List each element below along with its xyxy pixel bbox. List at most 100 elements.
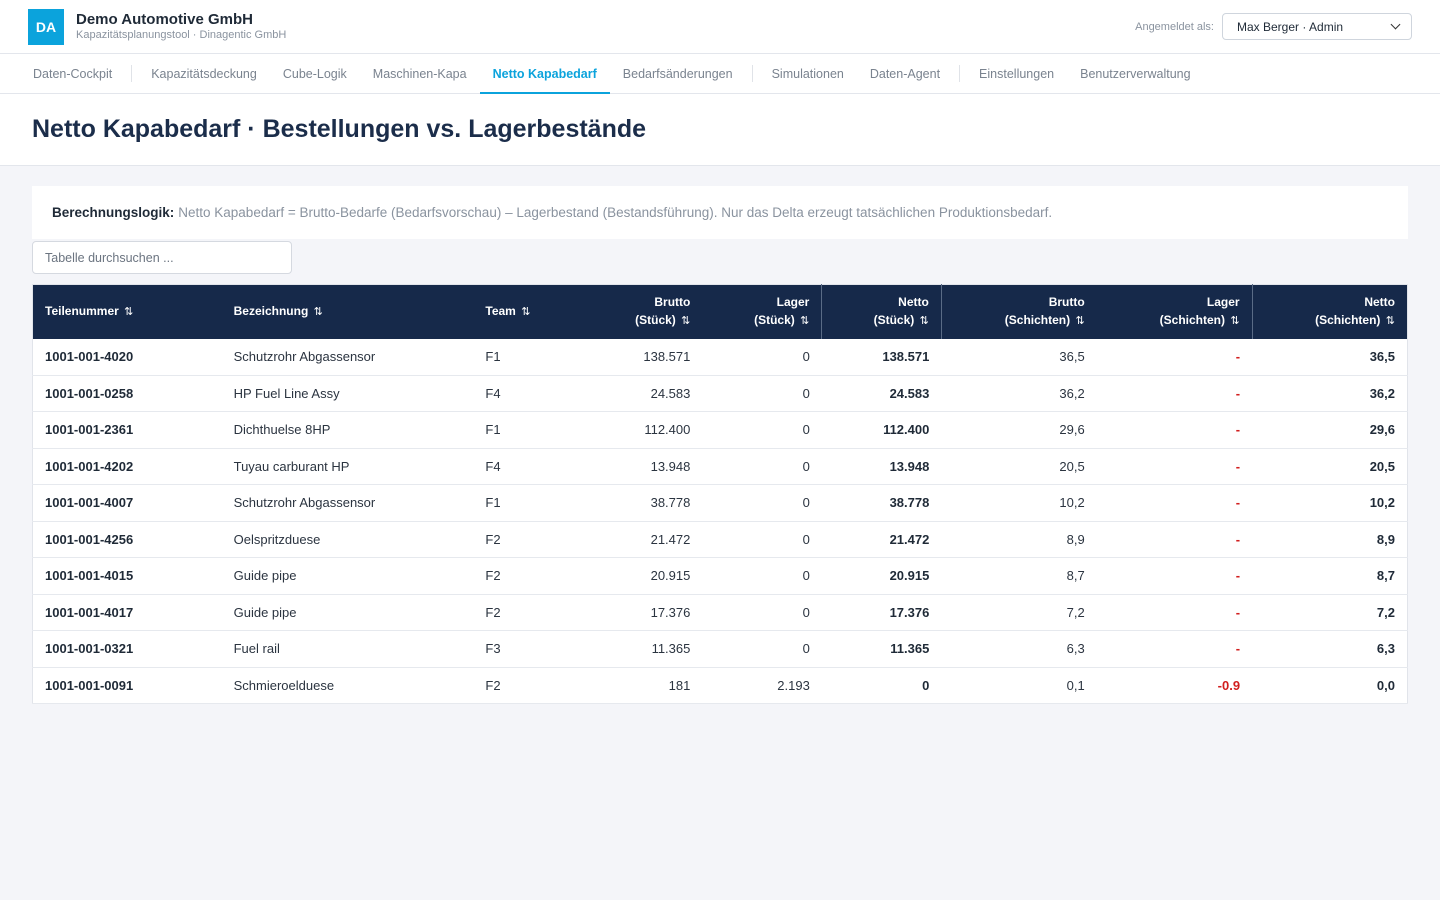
brand: Demo Automotive GmbH Kapazitätsplanungst…	[76, 11, 286, 42]
cell-description: Tuyau carburant HP	[233, 458, 350, 474]
table-row: 1001-001-4202 Tuyau carburant HP F4 13.9…	[32, 448, 1408, 485]
nav-cube-logik[interactable]: Cube-Logik	[282, 66, 347, 81]
cell-brutto-schichten: 29,6	[1059, 422, 1085, 438]
cell-description: Fuel rail	[233, 641, 280, 657]
cell-brutto-stueck: 138.571	[643, 349, 691, 364]
nav-einstellungen[interactable]: Einstellungen	[979, 66, 1055, 81]
cell-lager-schichten: -	[1235, 604, 1241, 620]
nav-maschinen-kapa[interactable]: Maschinen-Kapa	[372, 66, 467, 81]
calculation-info: Berechnungslogik: Netto Kapabedarf = Bru…	[32, 186, 1408, 239]
table-header-row: Teilenummer ⇅ Bezeichnung ⇅ Team ⇅ Brutt…	[32, 284, 1408, 339]
cell-brutto-schichten: 8,9	[1066, 531, 1085, 547]
nav-divider	[751, 65, 753, 82]
cell-part-number: 1001-001-0091	[45, 677, 134, 693]
cell-netto-schichten: 8,7	[1376, 568, 1395, 584]
cell-description: Schutzrohr Abgassensor	[233, 349, 376, 364]
cell-lager-stueck: 0	[802, 531, 810, 547]
cell-team: F2	[485, 531, 501, 547]
cell-brutto-stueck: 38.778	[650, 495, 691, 511]
table-search-input[interactable]	[45, 250, 279, 265]
cell-netto-stueck: 13.948	[889, 458, 930, 474]
cell-lager-schichten: -	[1235, 531, 1241, 547]
page-header: Netto Kapabedarf · Bestellungen vs. Lage…	[0, 94, 1440, 166]
sort-icon: ⇅	[1230, 315, 1240, 328]
cell-description: Guide pipe	[233, 568, 297, 584]
table-search	[32, 241, 292, 274]
cell-description: Guide pipe	[233, 604, 297, 620]
sort-icon: ⇅	[1075, 315, 1085, 328]
main-nav: Daten-Cockpit Kapazitätsdeckung Cube-Log…	[0, 54, 1440, 94]
app-subtitle: Kapazitätsplanungstool · Dinagentic GmbH	[76, 29, 287, 41]
table-row: 1001-001-0258 HP Fuel Line Assy F4 24.58…	[32, 375, 1408, 412]
cell-part-number: 1001-001-2361	[45, 422, 134, 438]
table-row: 1001-001-4256 Oelspritzduese F2 21.472 0…	[32, 521, 1408, 558]
cell-team: F2	[485, 677, 501, 693]
sort-icon: ⇅	[1385, 315, 1395, 328]
cell-brutto-schichten: 20,5	[1059, 458, 1085, 474]
top-bar: DA Demo Automotive GmbH Kapazitätsplanun…	[0, 0, 1440, 54]
cell-netto-stueck: 0	[922, 677, 930, 693]
cell-lager-schichten: -	[1235, 495, 1241, 511]
nav-divider	[131, 65, 133, 82]
cell-brutto-stueck: 11.365	[651, 641, 691, 657]
cell-part-number: 1001-001-4202	[45, 458, 134, 474]
cell-description: Oelspritzduese	[233, 531, 321, 547]
nav-daten-agent[interactable]: Daten-Agent	[869, 66, 941, 81]
cell-lager-stueck: 0	[802, 385, 810, 401]
column-header-lager-stueck[interactable]: Lager (Stück) ⇅	[754, 295, 810, 328]
cell-netto-stueck: 112.400	[883, 422, 930, 438]
column-header-netto-schichten[interactable]: Netto (Schichten) ⇅	[1251, 284, 1408, 339]
cell-lager-schichten: -	[1235, 568, 1241, 584]
cell-part-number: 1001-001-0258	[45, 385, 134, 401]
cell-netto-stueck: 17.376	[889, 604, 930, 620]
column-header-teilenummer[interactable]: Teilenummer ⇅	[45, 304, 134, 319]
cell-lager-schichten: -	[1235, 349, 1241, 364]
cell-netto-schichten: 7,2	[1376, 604, 1395, 620]
column-header-brutto-stueck[interactable]: Brutto (Stück) ⇅	[635, 295, 691, 328]
cell-lager-schichten: -0.9	[1217, 677, 1241, 693]
cell-team: F1	[485, 422, 501, 438]
cell-brutto-stueck: 24.583	[650, 385, 691, 401]
cell-part-number: 1001-001-0321	[45, 641, 134, 657]
table-row: 1001-001-4020 Schutzrohr Abgassensor F1 …	[32, 339, 1408, 375]
cell-netto-stueck: 11.365	[890, 641, 930, 657]
cell-team: F1	[485, 349, 501, 364]
nav-daten-cockpit[interactable]: Daten-Cockpit	[33, 66, 113, 81]
nav-bedarfsaenderungen[interactable]: Bedarfsänderungen	[622, 66, 733, 81]
main-content: Berechnungslogik: Netto Kapabedarf = Bru…	[0, 166, 1440, 704]
cell-team: F1	[485, 495, 501, 511]
sort-icon: ⇅	[521, 306, 531, 319]
sort-icon: ⇅	[919, 315, 929, 328]
nav-simulationen[interactable]: Simulationen	[771, 66, 844, 81]
column-header-team[interactable]: Team ⇅	[485, 304, 531, 319]
user-select[interactable]: Max Berger · Admin	[1222, 13, 1412, 40]
net-capacity-table: Teilenummer ⇅ Bezeichnung ⇅ Team ⇅ Brutt…	[32, 284, 1408, 704]
cell-lager-stueck: 2.193	[777, 677, 810, 693]
cell-brutto-stueck: 112.400	[644, 422, 691, 438]
cell-netto-schichten: 6,3	[1376, 641, 1395, 657]
nav-benutzerverwaltung[interactable]: Benutzerverwaltung	[1080, 66, 1191, 81]
column-header-netto-stueck[interactable]: Netto (Stück) ⇅	[821, 284, 942, 339]
column-header-brutto-schichten[interactable]: Brutto (Schichten) ⇅	[940, 284, 1097, 339]
cell-netto-stueck: 138.571	[882, 349, 930, 364]
table-row: 1001-001-2361 Dichthuelse 8HP F1 112.400…	[32, 412, 1408, 448]
cell-lager-schichten: -	[1235, 422, 1241, 438]
cell-description: HP Fuel Line Assy	[233, 385, 340, 401]
cell-lager-schichten: -	[1235, 458, 1241, 474]
column-header-lager-schichten[interactable]: Lager (Schichten) ⇅	[1159, 295, 1240, 328]
calculation-info-label: Berechnungslogik:	[52, 205, 175, 220]
cell-brutto-schichten: 7,2	[1066, 604, 1085, 620]
user-area: Angemeldet als: Max Berger · Admin	[1135, 13, 1412, 40]
sort-icon: ⇅	[313, 306, 323, 319]
column-header-bezeichnung[interactable]: Bezeichnung ⇅	[233, 304, 323, 319]
sort-icon: ⇅	[124, 306, 134, 319]
nav-netto-kapabedarf[interactable]: Netto Kapabedarf	[479, 54, 610, 94]
cell-brutto-schichten: 36,5	[1059, 349, 1085, 364]
nav-kapazitaetsdeckung[interactable]: Kapazitätsdeckung	[151, 66, 257, 81]
cell-brutto-stueck: 13.948	[650, 458, 691, 474]
cell-netto-schichten: 20,5	[1369, 458, 1395, 474]
cell-part-number: 1001-001-4007	[45, 495, 134, 511]
cell-brutto-schichten: 10,2	[1059, 495, 1085, 511]
table-row: 1001-001-4007 Schutzrohr Abgassensor F1 …	[32, 485, 1408, 521]
cell-netto-schichten: 10,2	[1369, 495, 1395, 511]
